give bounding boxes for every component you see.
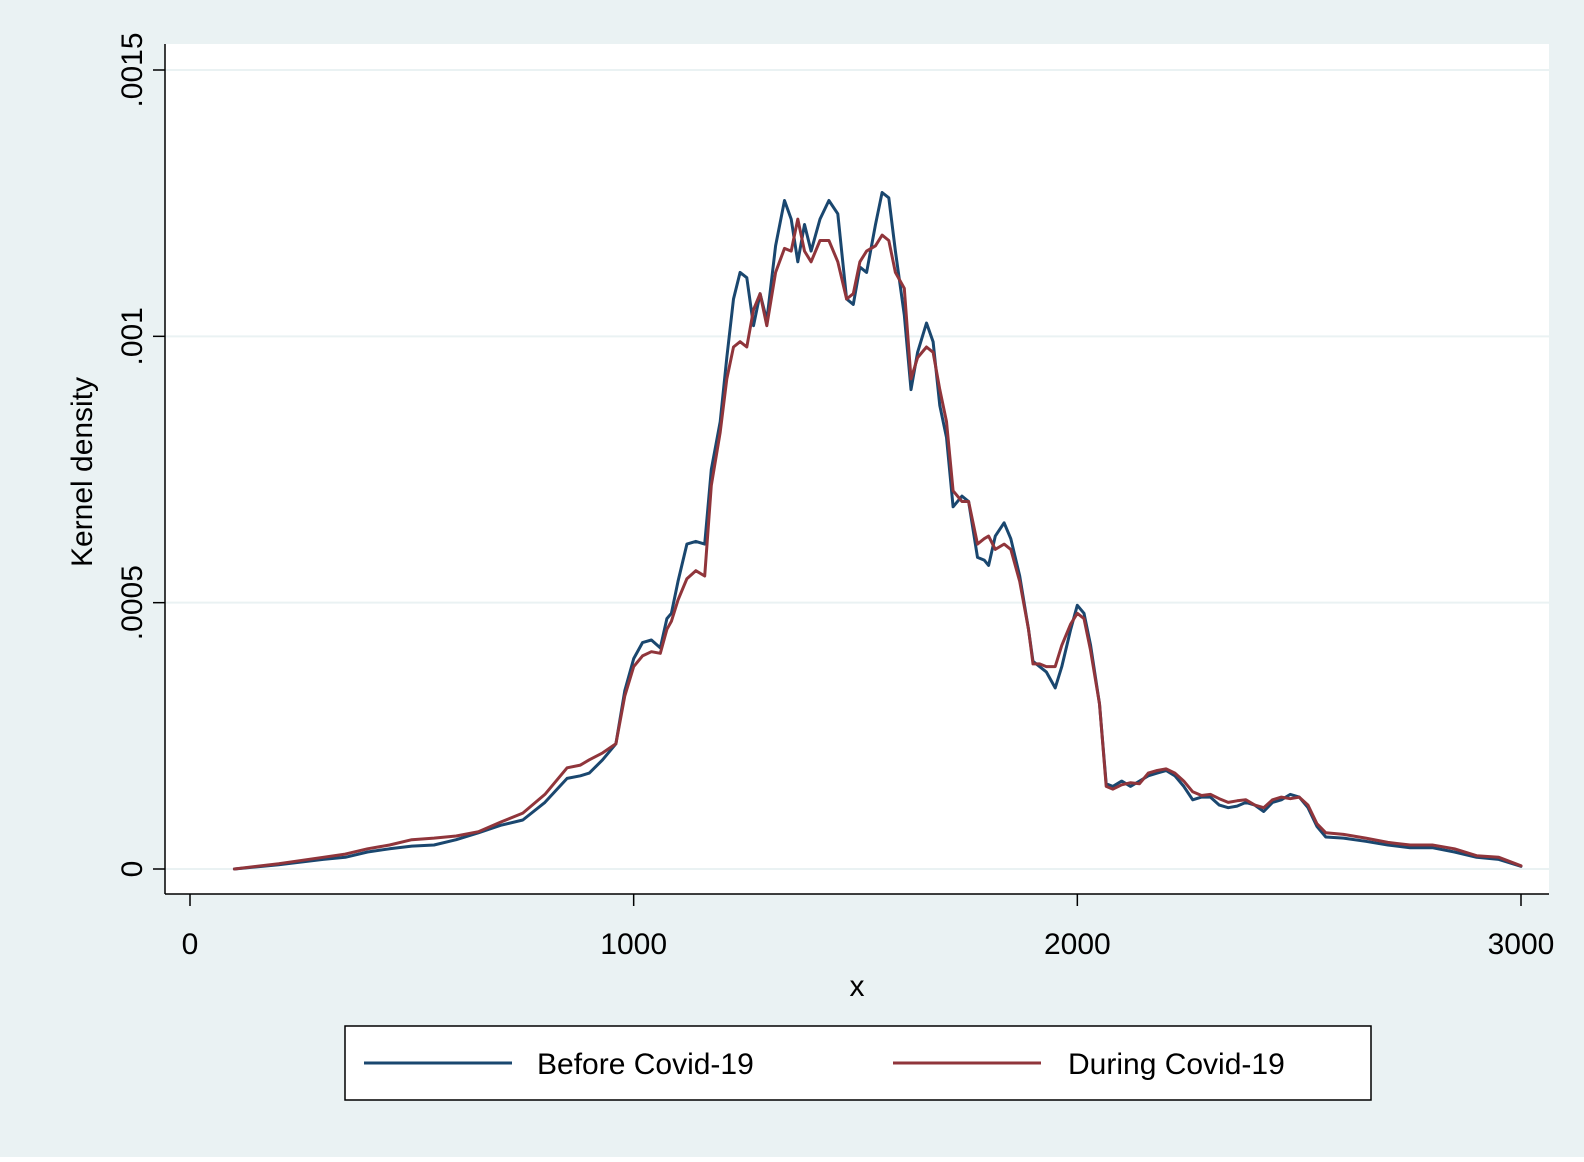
legend: Before Covid-19 During Covid-19 [344,1025,1372,1101]
y-tick-label: .0015 [116,32,149,107]
gridlines [165,69,1549,870]
y-tick-label: 0 [116,861,149,878]
x-axis-title: x [850,970,865,1003]
x-tick-label: 0 [182,928,199,961]
legend-label-during: During Covid-19 [1068,1048,1285,1081]
x-tick-label: 2000 [1044,928,1111,961]
x-tick-labels: 0 1000 2000 3000 [182,928,1555,961]
series-line-during-covid [232,217,1523,871]
series-line-before-covid [232,191,1523,871]
legend-label-before: Before Covid-19 [537,1048,754,1081]
x-tick-label: 1000 [600,928,667,961]
x-tick-label: 3000 [1488,928,1555,961]
series-lines [232,191,1523,871]
y-tick-labels: 0 .0005 .001 .0015 [116,32,149,877]
y-tick-label: .001 [116,307,149,365]
y-axis-title: Kernel density [66,377,99,567]
axes [153,44,1549,906]
plot-region [165,44,1549,894]
y-tick-label: .0005 [116,565,149,640]
legend-box [344,1025,1372,1101]
